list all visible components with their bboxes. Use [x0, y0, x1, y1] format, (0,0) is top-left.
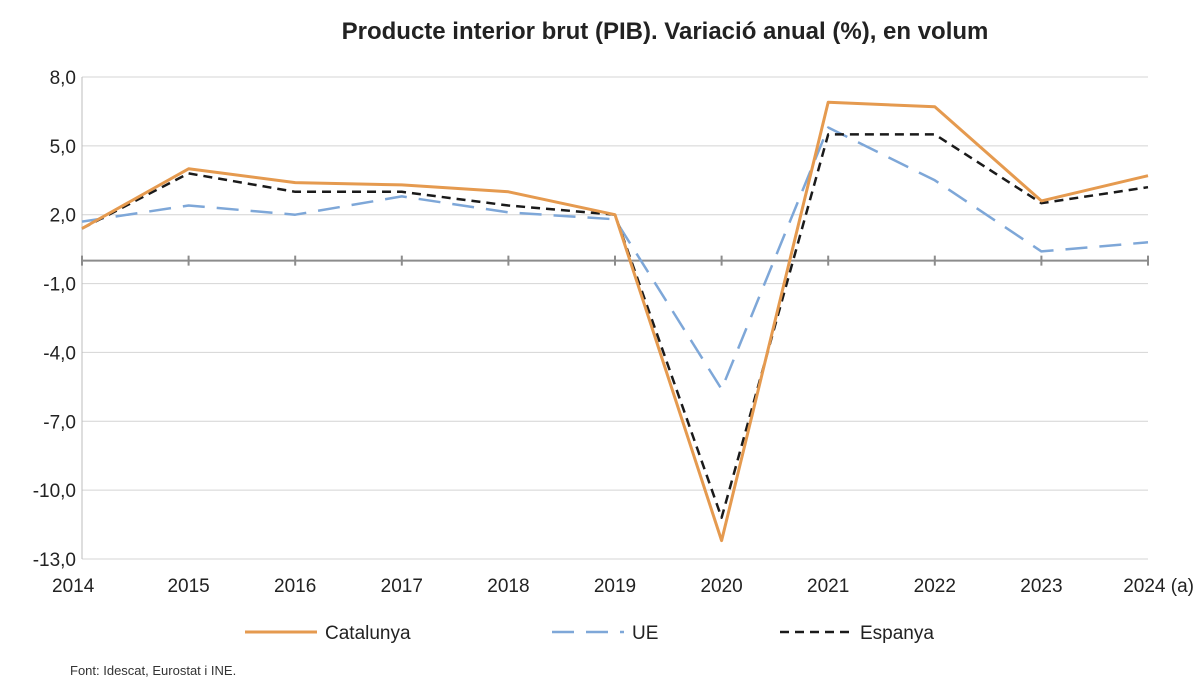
x-tick-label: 2018 — [487, 576, 529, 597]
legend-label: Espanya — [860, 623, 934, 644]
x-tick-label: 2020 — [700, 576, 742, 597]
source-note: Font: Idescat, Eurostat i INE. — [70, 663, 237, 678]
y-tick-label: -7,0 — [43, 412, 76, 433]
x-tick-label: 2015 — [167, 576, 209, 597]
y-tick-label: -13,0 — [33, 550, 76, 571]
legend: Catalunya UE Espanya — [245, 623, 934, 644]
x-tick-label: 2023 — [1020, 576, 1062, 597]
x-tick-label: 2017 — [381, 576, 423, 597]
y-tick-label: -10,0 — [33, 481, 76, 502]
y-axis-ticks: 8,0 5,0 2,0 -1,0 -4,0 -7,0 -10,0 -13,0 — [33, 68, 76, 571]
x-tick-label: 2022 — [914, 576, 956, 597]
x-tick-label: 2024 (a) — [1123, 576, 1194, 597]
grid-lines — [81, 76, 1149, 560]
x-tick-label: 2014 — [52, 576, 95, 597]
y-tick-label: -1,0 — [43, 275, 76, 296]
series-lines — [81, 100, 1149, 543]
y-tick-label: 2,0 — [50, 206, 76, 227]
x-tick-label: 2021 — [807, 576, 849, 597]
series-line-ue — [81, 126, 1149, 391]
legend-label: Catalunya — [325, 623, 411, 644]
y-tick-label: 8,0 — [50, 68, 76, 89]
x-axis-ticks: 2014 2015 2016 2017 2018 2019 2020 2021 2022 2023… — [52, 576, 1194, 597]
series-line-espanya — [81, 133, 1149, 519]
series-line-catalunya — [81, 100, 1149, 543]
y-tick-label: -4,0 — [43, 343, 76, 364]
legend-label: UE — [632, 623, 658, 644]
x-tick-label: 2016 — [274, 576, 316, 597]
y-tick-label: 5,0 — [50, 137, 76, 158]
x-tick-label: 2019 — [594, 576, 636, 597]
chart-title: Producte interior brut (PIB). Variació a… — [342, 18, 989, 45]
